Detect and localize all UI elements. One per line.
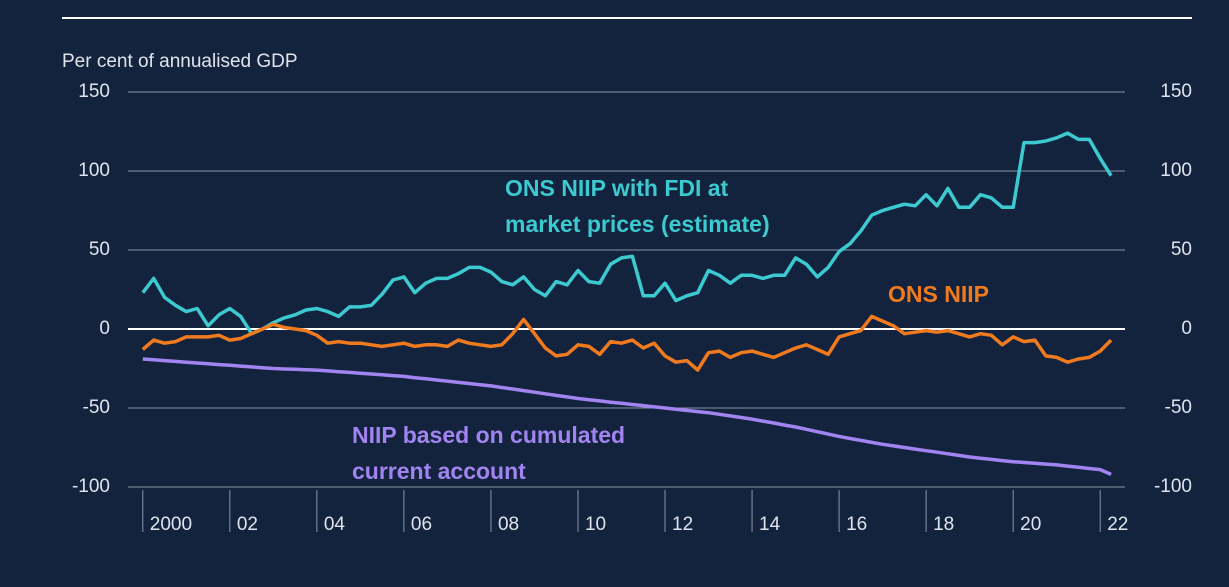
series-line bbox=[141, 131, 1113, 336]
y-tick-label: -50 bbox=[83, 397, 110, 418]
x-tick-label: 12 bbox=[672, 514, 693, 535]
x-tick-label: 06 bbox=[411, 514, 432, 535]
annotation: ONS NIIP with FDI at bbox=[505, 175, 729, 201]
y-tick-label: 100 bbox=[78, 160, 110, 181]
y2-tick-label: 150 bbox=[1160, 81, 1192, 102]
x-tick-label: 22 bbox=[1107, 514, 1128, 535]
y2-tick-label: -50 bbox=[1165, 397, 1192, 418]
y2-tick-label: 100 bbox=[1160, 160, 1192, 181]
x-tick-label: 04 bbox=[324, 514, 346, 535]
x-tick-label: 2000 bbox=[150, 514, 192, 535]
y-tick-label: 50 bbox=[89, 239, 110, 260]
series-line bbox=[142, 357, 1112, 477]
x-tick-label: 14 bbox=[759, 514, 781, 535]
annotation: current account bbox=[352, 458, 526, 484]
y-tick-label: 150 bbox=[78, 81, 110, 102]
y2-tick-label: 0 bbox=[1181, 318, 1192, 339]
x-tick-label: 10 bbox=[585, 514, 606, 535]
annotation: NIIP based on cumulated bbox=[352, 422, 625, 448]
y-axis-label: Per cent of annualised GDP bbox=[62, 51, 298, 72]
annotation: market prices (estimate) bbox=[505, 211, 770, 237]
series-line bbox=[141, 314, 1113, 372]
x-tick-label: 16 bbox=[846, 514, 867, 535]
y-tick-label: 0 bbox=[99, 318, 110, 339]
x-tick-label: 08 bbox=[498, 514, 519, 535]
y2-tick-label: 50 bbox=[1171, 239, 1192, 260]
x-tick-label: 02 bbox=[237, 514, 258, 535]
x-tick-label: 18 bbox=[933, 514, 954, 535]
annotation: ONS NIIP bbox=[888, 281, 989, 307]
y2-tick-label: -100 bbox=[1154, 476, 1192, 497]
y-tick-label: -100 bbox=[72, 476, 110, 497]
x-tick-label: 20 bbox=[1020, 514, 1041, 535]
